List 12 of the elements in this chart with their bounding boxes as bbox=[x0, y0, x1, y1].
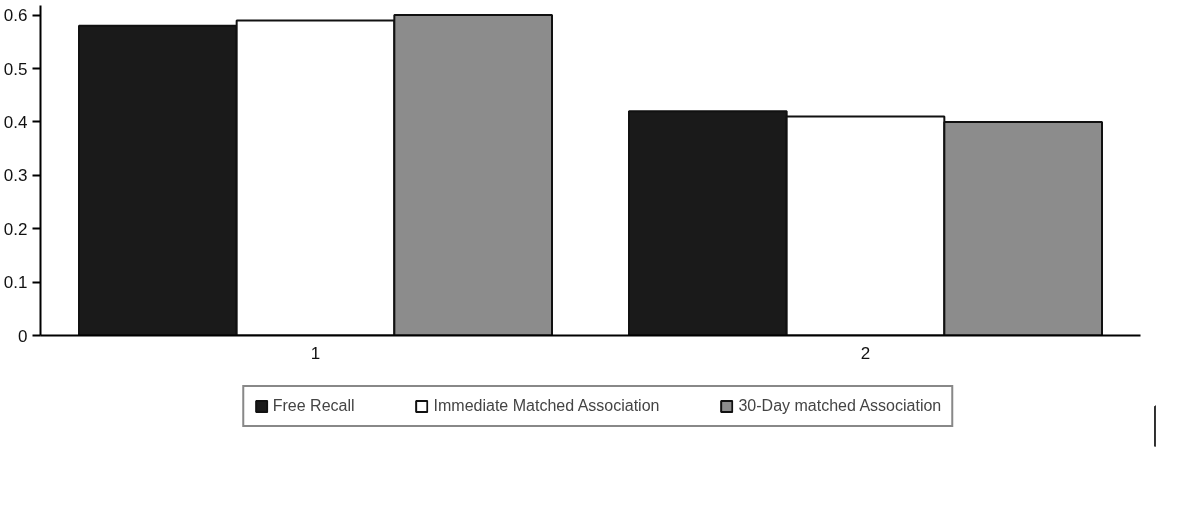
x-tick-label: 2 bbox=[860, 343, 871, 363]
y-tick-label: 0 bbox=[18, 326, 28, 346]
y-tick-label: 0.2 bbox=[3, 219, 28, 239]
y-tick-label: 0.6 bbox=[3, 6, 28, 26]
y-tick-label: 0.3 bbox=[3, 166, 28, 186]
x-tick-label: 1 bbox=[310, 343, 321, 363]
y-tick-label: 0.1 bbox=[3, 273, 28, 293]
legend-label: Immediate Matched Association bbox=[433, 397, 660, 415]
legend-label: 30-Day matched Association bbox=[738, 397, 942, 415]
legend-label: Free Recall bbox=[272, 397, 355, 415]
y-tick-label: 0.5 bbox=[3, 59, 28, 79]
y-tick-label: 0.4 bbox=[3, 112, 28, 132]
